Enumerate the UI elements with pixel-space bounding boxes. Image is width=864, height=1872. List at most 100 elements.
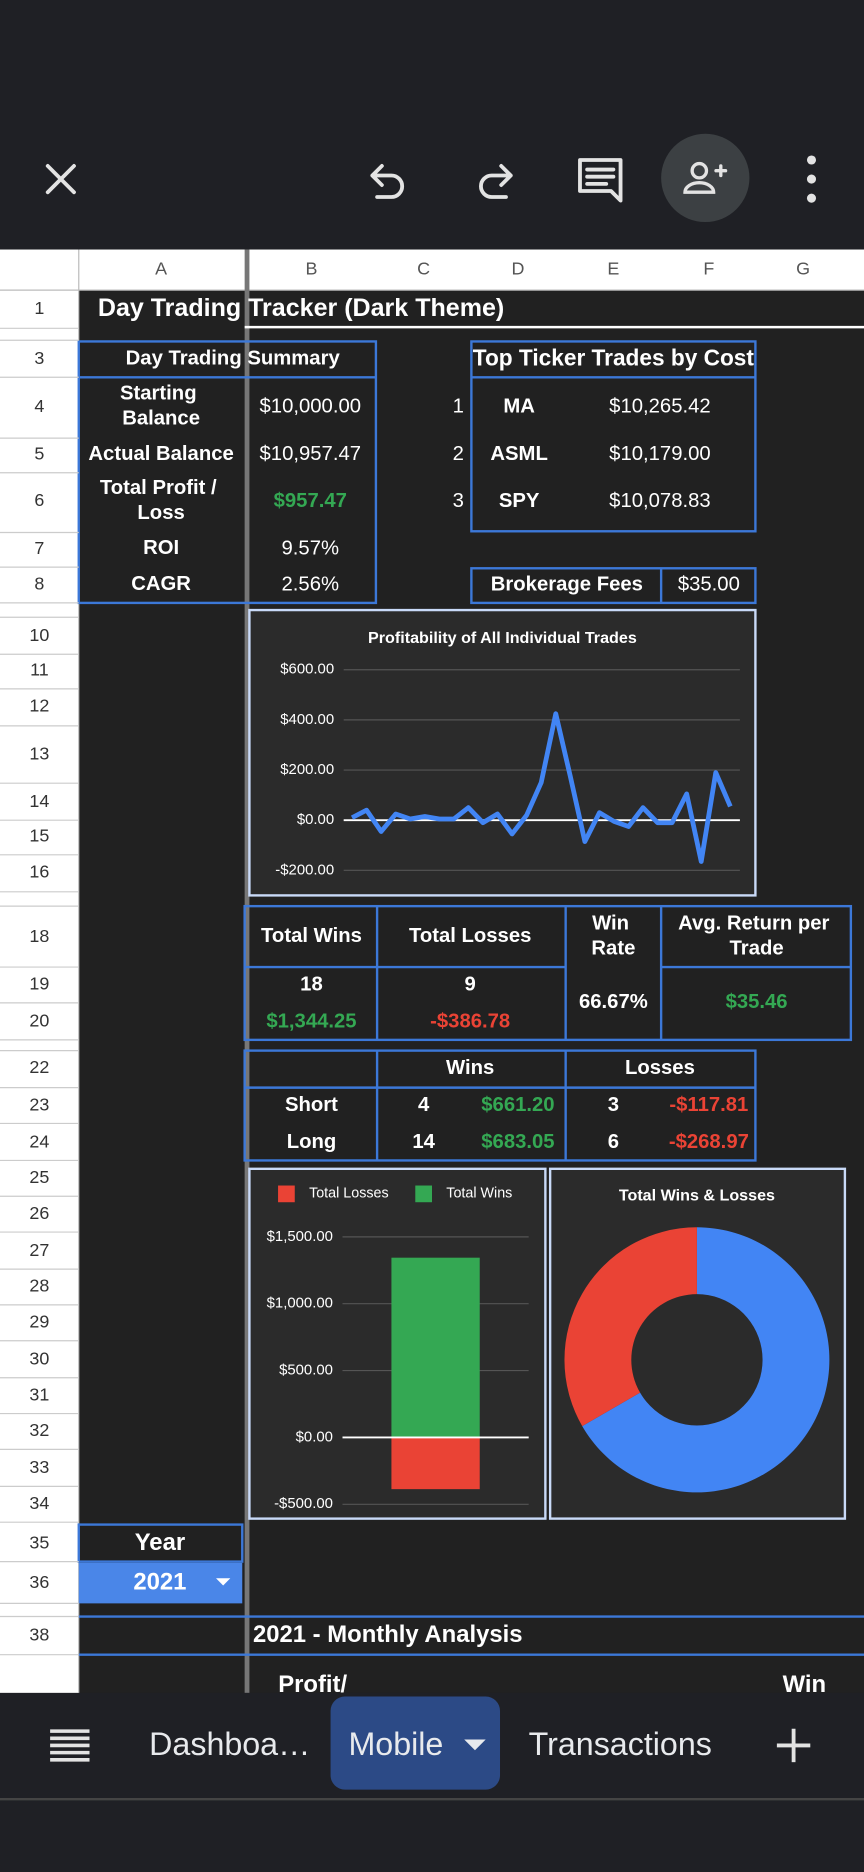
redo-button[interactable]: [479, 164, 513, 199]
row-header: 30: [29, 1349, 49, 1369]
row-header: 4: [34, 396, 44, 416]
row-header: 36: [29, 1572, 49, 1592]
row-header: 20: [29, 1011, 49, 1031]
row-header: 24: [29, 1131, 49, 1151]
column-header-bar: [0, 249, 864, 291]
stats-header: Total Losses: [409, 926, 531, 948]
close-button[interactable]: [45, 164, 76, 195]
row-header: 18: [29, 926, 49, 946]
summary-value: $957.47: [274, 490, 347, 512]
row-header: 29: [29, 1312, 49, 1332]
losses-amount: -$386.78: [430, 1010, 510, 1032]
bottom-bar: Dashboa… Mobile Transactions: [0, 1692, 864, 1872]
y-tick-label: $1,500.00: [267, 1228, 333, 1245]
summary-value: $10,000.00: [260, 395, 361, 417]
breakdown-cell: Short: [285, 1094, 338, 1116]
row-header: 7: [34, 538, 44, 558]
row-header: 27: [29, 1240, 49, 1260]
sheet-title: Day Trading Tracker (Dark Theme): [98, 294, 504, 322]
breakdown-cell: -$117.81: [669, 1094, 748, 1116]
tab-menu-arrow[interactable]: [464, 1739, 486, 1751]
legend-swatch: [278, 1185, 295, 1203]
summary-label: Total Profit / Loss: [100, 477, 222, 524]
breakdown-header: Wins: [446, 1057, 494, 1079]
column-header: E: [607, 259, 619, 279]
row-header: 15: [29, 826, 49, 846]
summary-value: 9.57%: [282, 538, 340, 560]
trade-line: [350, 711, 733, 864]
stats-header: Win Rate: [591, 913, 635, 960]
sheet-tab[interactable]: Dashboa…: [149, 1726, 310, 1762]
y-tick-label: $400.00: [280, 711, 334, 728]
wins-amount: $1,344.25: [266, 1010, 356, 1032]
fees-label: Brokerage Fees: [491, 573, 643, 595]
breakdown-cell: $661.20: [481, 1094, 554, 1116]
all-sheets-button[interactable]: [50, 1729, 90, 1762]
share-button[interactable]: [661, 133, 750, 223]
dropdown-arrow[interactable]: [216, 1578, 231, 1586]
y-tick-label: -$500.00: [274, 1495, 333, 1512]
column-header: G: [796, 259, 810, 279]
ticker-cost: $10,078.83: [609, 490, 710, 512]
row-header: 6: [34, 490, 44, 510]
ticker-rank: 3: [453, 490, 464, 512]
breakdown-cell: 3: [608, 1094, 619, 1116]
ticker-symbol: ASML: [490, 443, 547, 465]
breakdown-cell: 4: [418, 1094, 430, 1116]
breakdown-cell: $683.05: [481, 1131, 554, 1153]
stats-header: Avg. Return per Trade: [678, 913, 835, 960]
ticker-symbol: MA: [503, 395, 535, 417]
year-dropdown[interactable]: [78, 1562, 243, 1604]
row-header: 19: [29, 974, 49, 994]
more-button[interactable]: [806, 155, 817, 203]
ticker-rank: 1: [453, 395, 464, 417]
column-header: D: [511, 259, 524, 279]
summary-value: $10,957.47: [260, 443, 361, 465]
legend-swatch: [415, 1185, 432, 1203]
donut-slice: [582, 1227, 830, 1493]
summary-title: Day Trading Summary: [126, 348, 341, 370]
row-header: 3: [34, 348, 44, 368]
row-header: 22: [29, 1057, 49, 1077]
row-header: 38: [29, 1624, 49, 1644]
column-header: C: [417, 259, 430, 279]
fees-value: $35.00: [678, 573, 740, 595]
row-header: 13: [29, 743, 49, 763]
active-tab[interactable]: [330, 1696, 501, 1790]
column-header: F: [703, 259, 714, 279]
row-header: 32: [29, 1420, 49, 1440]
row-header: 35: [29, 1532, 49, 1552]
breakdown-cell: 6: [608, 1131, 619, 1153]
bar: [391, 1437, 480, 1490]
row-header: 12: [29, 696, 49, 716]
tickers-title: Top Ticker Trades by Cost: [473, 344, 755, 370]
add-sheet-button[interactable]: [776, 1728, 811, 1763]
bar: [391, 1257, 480, 1438]
total-losses: 9: [465, 973, 476, 995]
y-tick-label: $500.00: [279, 1362, 333, 1379]
column-header: A: [155, 259, 167, 279]
undo-button[interactable]: [370, 164, 404, 199]
y-tick-label: $1,000.00: [267, 1295, 333, 1312]
y-tick-label: $0.00: [297, 811, 334, 828]
year-label: Year: [135, 1529, 185, 1556]
row-header: 23: [29, 1094, 49, 1114]
ticker-symbol: SPY: [499, 490, 540, 512]
row-header: 25: [29, 1167, 49, 1187]
comment-button[interactable]: [578, 158, 623, 203]
breakdown-cell: Long: [287, 1131, 337, 1153]
chart-frame: [248, 608, 757, 897]
sheet-tab[interactable]: Mobile: [348, 1726, 443, 1762]
summary-label: Starting Balance: [120, 383, 202, 430]
summary-label: Actual Balance: [88, 443, 233, 465]
y-tick-label: $200.00: [280, 761, 334, 778]
row-header: 14: [29, 791, 49, 811]
breakdown-cell: -$268.97: [669, 1131, 749, 1153]
ticker-rank: 2: [453, 443, 464, 465]
total-wins: 18: [300, 973, 323, 995]
breakdown-header: Losses: [625, 1057, 695, 1079]
y-tick-label: $600.00: [280, 661, 334, 678]
row-header: 34: [29, 1493, 49, 1513]
sheet-tab[interactable]: Transactions: [529, 1726, 712, 1762]
